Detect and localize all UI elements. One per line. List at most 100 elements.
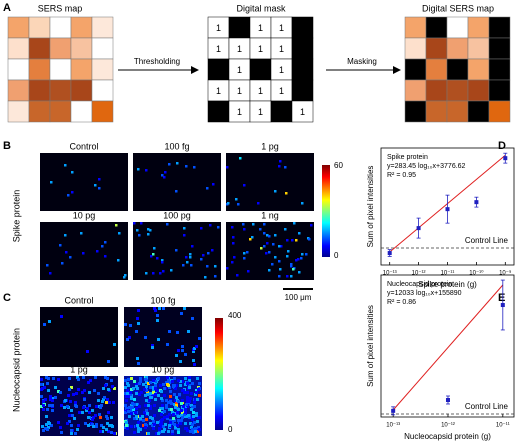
control-line-label: Control Line bbox=[465, 236, 509, 245]
heatmap-pixel bbox=[260, 247, 263, 250]
heatmap-pixel bbox=[175, 402, 178, 405]
heatmap-pixel bbox=[155, 432, 158, 435]
mask-value: 1 bbox=[258, 107, 263, 117]
heatmap-pixel bbox=[207, 252, 210, 255]
heatmap-pixel bbox=[226, 166, 229, 169]
heatmap-pixel bbox=[249, 238, 252, 241]
heatmap-pixel bbox=[65, 251, 68, 254]
heatmap-pixel bbox=[144, 423, 147, 426]
arrow-label: Masking bbox=[347, 57, 377, 66]
heatmap-pixel bbox=[100, 424, 103, 427]
heatmap-pixel bbox=[52, 377, 55, 380]
heatmap-pixel bbox=[164, 423, 167, 426]
heatmap-pixel bbox=[145, 169, 148, 172]
heatmap-pixel bbox=[157, 338, 160, 341]
heatmap-pixel bbox=[184, 353, 187, 356]
heatmap-pixel bbox=[137, 427, 140, 430]
map-cell bbox=[488, 58, 511, 81]
heatmap-pixel bbox=[184, 383, 187, 386]
heatmap-pixel bbox=[133, 431, 136, 434]
heatmap-pixel bbox=[124, 392, 127, 395]
heatmap-pixel bbox=[88, 404, 91, 407]
heatmap-pixel bbox=[76, 428, 79, 431]
heatmap-pixel bbox=[149, 407, 152, 410]
fit-line bbox=[392, 284, 504, 411]
heatmap bbox=[40, 307, 118, 367]
heatmap-pixel bbox=[191, 418, 194, 421]
heatmap-pixel bbox=[60, 404, 63, 407]
map-cell bbox=[7, 79, 30, 102]
heatmap-pixel bbox=[45, 415, 48, 418]
heatmap-pixel bbox=[200, 258, 203, 261]
heatmap-pixel bbox=[154, 309, 157, 312]
heatmap-pixel bbox=[129, 393, 132, 396]
map-cell bbox=[28, 37, 51, 60]
heatmap-pixel bbox=[214, 275, 217, 278]
heatmap-pixel bbox=[231, 261, 234, 264]
heatmap-pixel bbox=[145, 385, 148, 388]
heatmap-pixel bbox=[193, 405, 196, 408]
heatmap-pixel bbox=[61, 262, 64, 265]
panel-label: D bbox=[498, 140, 506, 152]
heatmap-pixel bbox=[236, 274, 239, 277]
heatmap-pixel bbox=[72, 393, 75, 396]
heatmap-pixel bbox=[68, 388, 71, 391]
map-cell bbox=[488, 37, 511, 60]
heatmap-pixel bbox=[145, 409, 148, 412]
mask-value: 0 bbox=[216, 65, 221, 75]
heatmap-pixel bbox=[181, 411, 184, 414]
heatmap-pixel bbox=[47, 389, 50, 392]
heatmap-pixel bbox=[188, 386, 191, 389]
map-cell bbox=[488, 100, 511, 123]
heatmap-pixel bbox=[127, 410, 130, 413]
heatmap-pixel bbox=[232, 242, 235, 245]
heatmap-pixel bbox=[49, 272, 52, 275]
image-title: 100 fg bbox=[164, 141, 189, 151]
heatmap-pixel bbox=[174, 406, 177, 409]
image-title: 10 pg bbox=[73, 210, 96, 220]
heatmap-pixel bbox=[156, 389, 159, 392]
y-axis-label: Sum of pixel intensities bbox=[366, 305, 375, 387]
heatmap-pixel bbox=[68, 377, 71, 380]
heatmap-pixel bbox=[106, 398, 109, 401]
heatmap-pixel bbox=[138, 415, 141, 418]
heatmap-pixel bbox=[169, 421, 172, 424]
heatmap-pixel bbox=[145, 418, 148, 421]
map-cell bbox=[446, 58, 469, 81]
heatmap-pixel bbox=[159, 384, 162, 387]
heatmap-pixel bbox=[125, 424, 128, 427]
heatmap-pixel bbox=[193, 363, 196, 366]
heatmap-pixel bbox=[166, 223, 169, 226]
mask-value: 0 bbox=[216, 107, 221, 117]
heatmap-pixel bbox=[196, 430, 199, 433]
heatmap-pixel bbox=[145, 376, 148, 379]
heatmap-pixel bbox=[146, 391, 149, 394]
heatmap-pixel bbox=[243, 228, 246, 231]
heatmap-pixel bbox=[166, 417, 169, 420]
heatmap-pixel bbox=[94, 184, 97, 187]
heatmap-pixel bbox=[126, 392, 129, 395]
heatmap-pixel bbox=[57, 390, 60, 393]
heatmap-pixel bbox=[177, 349, 180, 352]
heatmap-pixel bbox=[190, 426, 193, 429]
heatmap-pixel bbox=[81, 411, 84, 414]
heatmap-pixel bbox=[98, 187, 101, 190]
heatmap-pixel bbox=[183, 391, 186, 394]
heatmap-pixel bbox=[195, 412, 198, 415]
heatmap-pixel bbox=[147, 404, 150, 407]
map-cell bbox=[7, 58, 30, 81]
heatmap-pixel bbox=[70, 424, 73, 427]
row-label: Spike protein bbox=[11, 190, 21, 243]
heatmap-pixel bbox=[171, 432, 174, 435]
heatmap-pixel bbox=[64, 234, 67, 237]
heatmap-pixel bbox=[51, 397, 54, 400]
heatmap bbox=[226, 153, 314, 211]
heatmap-pixel bbox=[173, 423, 176, 426]
heatmap-pixel bbox=[165, 381, 168, 384]
heatmap-pixel bbox=[69, 256, 72, 259]
heatmap-pixel bbox=[94, 376, 97, 379]
heatmap-pixel bbox=[172, 417, 175, 420]
heatmap-pixel bbox=[164, 171, 167, 174]
heatmap-pixel bbox=[77, 388, 80, 391]
heatmap-pixel bbox=[49, 398, 52, 401]
